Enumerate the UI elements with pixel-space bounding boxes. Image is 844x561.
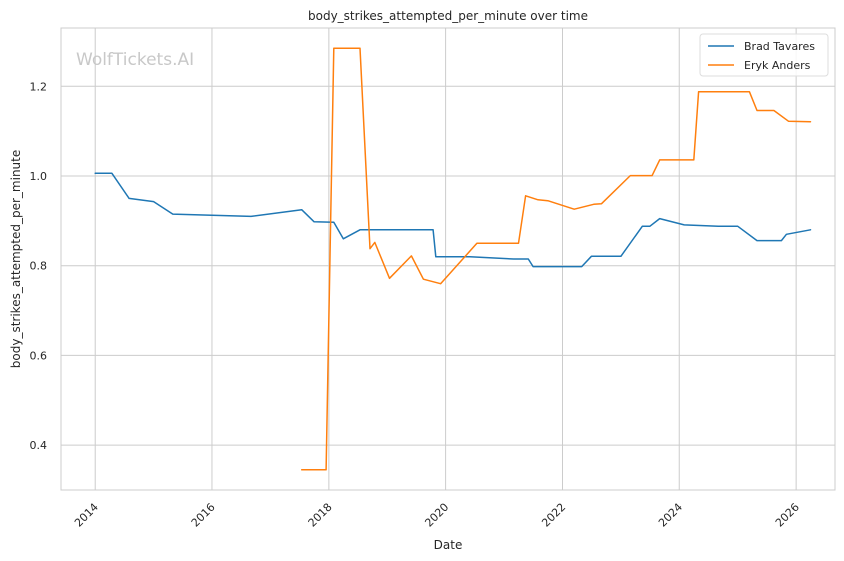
series-line-1 xyxy=(300,47,812,471)
legend-label-0: Brad Tavares xyxy=(744,40,815,53)
x-tick-label: 2022 xyxy=(539,501,568,530)
y-tick-label: 0.8 xyxy=(30,260,48,273)
legend: Brad Tavares Eryk Anders xyxy=(699,33,829,77)
x-tick-label: 2016 xyxy=(189,501,218,530)
x-tick-label: 2014 xyxy=(72,501,101,530)
y-axis: 0.4 0.6 0.8 1.0 1.2 xyxy=(30,80,48,452)
plot-background xyxy=(61,28,835,490)
y-tick-label: 1.2 xyxy=(30,80,48,93)
gridlines xyxy=(61,28,835,490)
series-line-0 xyxy=(94,172,812,268)
watermark-text: WolfTickets.AI xyxy=(76,50,194,70)
y-axis-label: body_strikes_attempted_per_minute xyxy=(9,150,23,368)
y-tick-label: 0.6 xyxy=(30,349,48,362)
chart-title: body_strikes_attempted_per_minute over t… xyxy=(308,9,588,23)
x-tick-label: 2026 xyxy=(773,501,802,530)
x-tick-label: 2024 xyxy=(656,501,685,530)
y-tick-label: 1.0 xyxy=(30,170,48,183)
x-tick-label: 2018 xyxy=(306,501,335,530)
plot-frame xyxy=(60,27,836,491)
y-tick-label: 0.4 xyxy=(30,439,48,452)
x-axis-label: Date xyxy=(434,538,463,552)
series-layer xyxy=(94,47,812,471)
x-tick-label: 2020 xyxy=(422,501,451,530)
legend-label-1: Eryk Anders xyxy=(744,59,811,72)
x-axis: 2014 2016 2018 2020 2022 2024 2026 xyxy=(72,501,802,530)
